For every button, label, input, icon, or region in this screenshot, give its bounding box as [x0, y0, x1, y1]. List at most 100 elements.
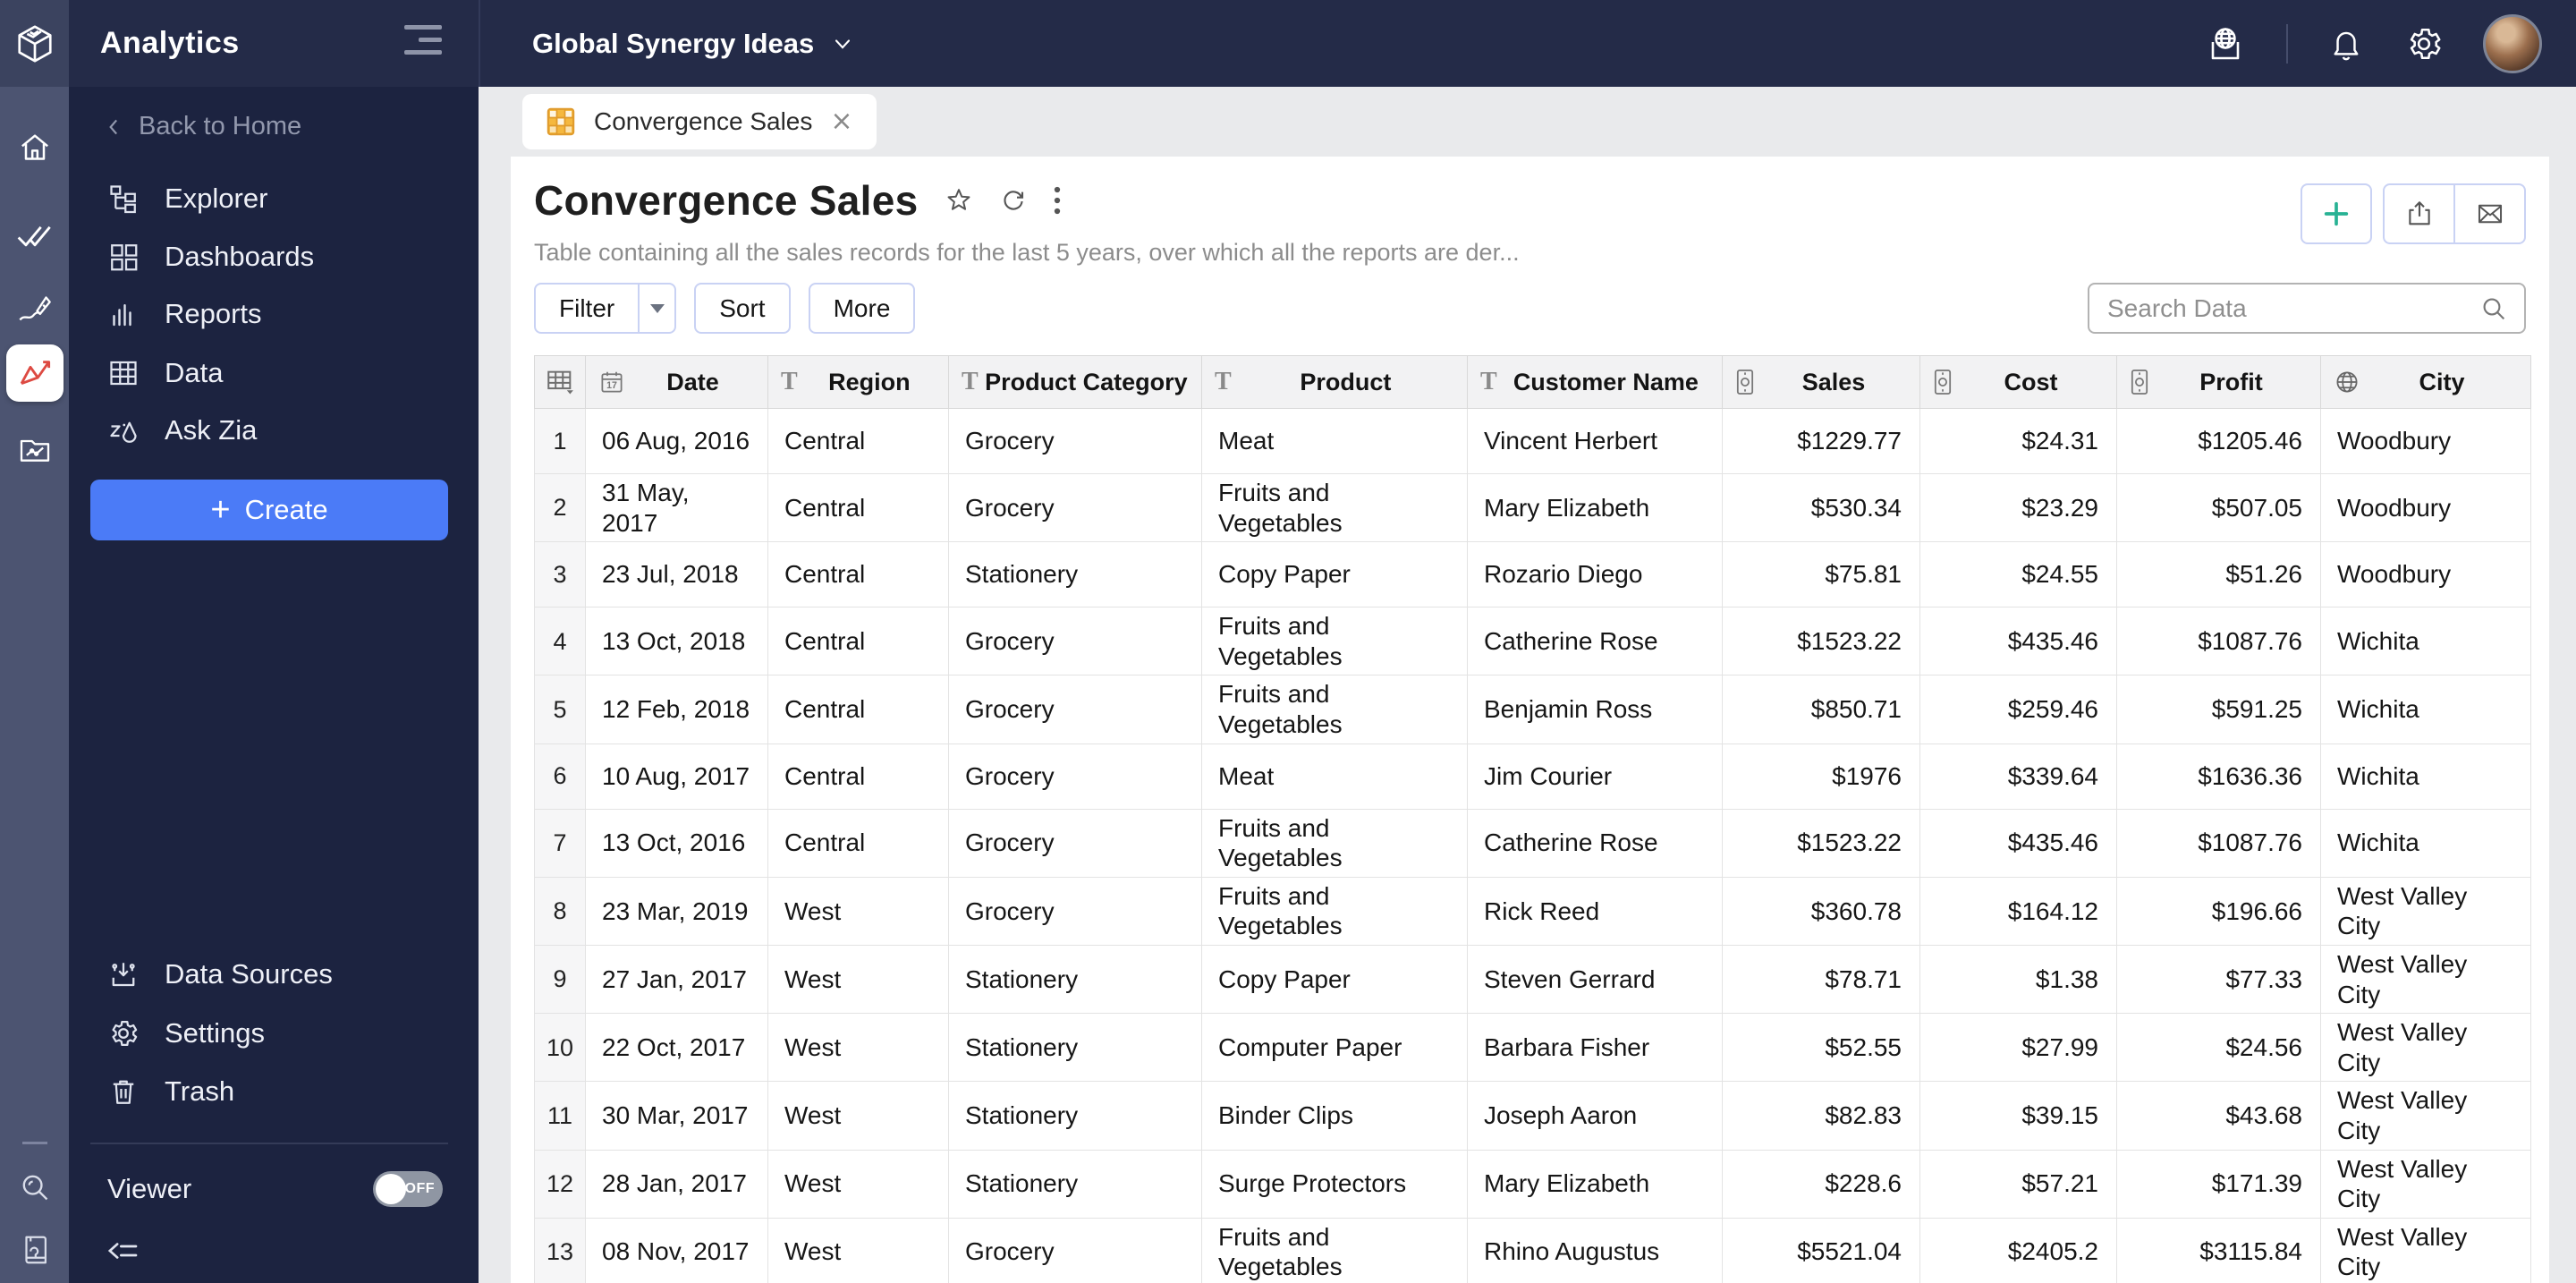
- cell-cost[interactable]: $27.99: [1919, 1013, 2117, 1083]
- cell-profit[interactable]: $1087.76: [2116, 808, 2321, 878]
- cell-sales[interactable]: $360.78: [1722, 876, 1920, 946]
- column-header-region[interactable]: T Region: [767, 355, 949, 409]
- cell-region[interactable]: West: [767, 1149, 949, 1219]
- cell-customer-name[interactable]: Barbara Fisher: [1467, 1013, 1723, 1083]
- cell-region[interactable]: West: [767, 1081, 949, 1151]
- gear-icon[interactable]: [2404, 24, 2444, 64]
- sidebar-item-data[interactable]: Data: [107, 353, 223, 393]
- cell-region[interactable]: West: [767, 876, 949, 946]
- more-button[interactable]: More: [808, 283, 916, 334]
- cell-sales[interactable]: $75.81: [1722, 541, 1920, 608]
- cell-product[interactable]: Meat: [1201, 408, 1468, 474]
- cell-product-category[interactable]: Stationery: [948, 1149, 1202, 1219]
- search-icon[interactable]: [2479, 294, 2508, 323]
- cell-date[interactable]: 27 Jan, 2017: [585, 944, 768, 1015]
- cell-product[interactable]: Fruits and Vegetables: [1201, 675, 1468, 744]
- cell-region[interactable]: Central: [767, 675, 949, 744]
- cell-sales[interactable]: $82.83: [1722, 1081, 1920, 1151]
- cell-cost[interactable]: $164.12: [1919, 876, 2117, 946]
- sidebar-item-ask-zia[interactable]: Ask Zia: [107, 411, 257, 450]
- cell-region[interactable]: Central: [767, 743, 949, 810]
- cell-city[interactable]: Wichita: [2320, 675, 2531, 744]
- cell-customer-name[interactable]: Steven Gerrard: [1467, 944, 1723, 1015]
- cell-product-category[interactable]: Grocery: [948, 1217, 1202, 1283]
- double-check-icon[interactable]: [15, 217, 55, 253]
- cell-city[interactable]: Woodbury: [2320, 541, 2531, 608]
- cell-profit[interactable]: $51.26: [2116, 541, 2321, 608]
- viewer-toggle[interactable]: OFF: [373, 1171, 443, 1207]
- cell-customer-name[interactable]: Catherine Rose: [1467, 808, 1723, 878]
- cell-product-category[interactable]: Grocery: [948, 675, 1202, 744]
- cell-cost[interactable]: $23.29: [1919, 472, 2117, 543]
- cell-date[interactable]: 23 Jul, 2018: [585, 541, 768, 608]
- sidebar-item-data-sources[interactable]: Data Sources: [107, 955, 333, 994]
- cell-date[interactable]: 06 Aug, 2016: [585, 408, 768, 474]
- table-row[interactable]: 11 30 Mar, 2017 West Stationery Binder C…: [534, 1081, 2531, 1151]
- cell-product-category[interactable]: Stationery: [948, 1013, 1202, 1083]
- cell-customer-name[interactable]: Benjamin Ross: [1467, 675, 1723, 744]
- cell-product[interactable]: Meat: [1201, 743, 1468, 810]
- table-row[interactable]: 13 08 Nov, 2017 West Grocery Fruits and …: [534, 1217, 2531, 1283]
- cell-profit[interactable]: $196.66: [2116, 876, 2321, 946]
- cell-cost[interactable]: $24.55: [1919, 541, 2117, 608]
- notebook-icon[interactable]: [18, 1233, 52, 1267]
- cell-product[interactable]: Fruits and Vegetables: [1201, 607, 1468, 676]
- cell-profit[interactable]: $24.56: [2116, 1013, 2321, 1083]
- sidebar-item-explorer[interactable]: Explorer: [107, 179, 267, 218]
- cell-cost[interactable]: $57.21: [1919, 1149, 2117, 1219]
- collapse-sidebar-icon[interactable]: [105, 1233, 140, 1269]
- cell-product[interactable]: Computer Paper: [1201, 1013, 1468, 1083]
- table-row[interactable]: 10 22 Oct, 2017 West Stationery Computer…: [534, 1013, 2531, 1083]
- cell-city[interactable]: West Valley City: [2320, 1217, 2531, 1283]
- table-row[interactable]: 5 12 Feb, 2018 Central Grocery Fruits an…: [534, 675, 2531, 744]
- cell-product[interactable]: Binder Clips: [1201, 1081, 1468, 1151]
- cell-city[interactable]: Wichita: [2320, 808, 2531, 878]
- kebab-menu-icon[interactable]: [1053, 184, 1062, 217]
- cell-city[interactable]: Woodbury: [2320, 472, 2531, 543]
- cell-city[interactable]: West Valley City: [2320, 876, 2531, 946]
- cell-customer-name[interactable]: Catherine Rose: [1467, 607, 1723, 676]
- create-button[interactable]: + Create: [90, 480, 448, 540]
- table-row[interactable]: 2 31 May, 2017 Central Grocery Fruits an…: [534, 472, 2531, 543]
- bell-icon[interactable]: [2327, 25, 2365, 63]
- refresh-icon[interactable]: [999, 186, 1028, 215]
- table-row[interactable]: 3 23 Jul, 2018 Central Stationery Copy P…: [534, 541, 2531, 608]
- cell-profit[interactable]: $77.33: [2116, 944, 2321, 1015]
- table-row[interactable]: 9 27 Jan, 2017 West Stationery Copy Pape…: [534, 944, 2531, 1015]
- column-header-cost[interactable]: Cost: [1919, 355, 2117, 409]
- sort-button[interactable]: Sort: [694, 283, 791, 334]
- cell-customer-name[interactable]: Jim Courier: [1467, 743, 1723, 810]
- cell-product-category[interactable]: Grocery: [948, 408, 1202, 474]
- sidebar-item-dashboards[interactable]: Dashboards: [107, 237, 314, 276]
- back-to-home[interactable]: Back to Home: [103, 112, 301, 141]
- cell-customer-name[interactable]: Mary Elizabeth: [1467, 472, 1723, 543]
- cell-sales[interactable]: $530.34: [1722, 472, 1920, 543]
- cell-sales[interactable]: $228.6: [1722, 1149, 1920, 1219]
- cell-region[interactable]: Central: [767, 408, 949, 474]
- table-row[interactable]: 6 10 Aug, 2017 Central Grocery Meat Jim …: [534, 743, 2531, 810]
- column-header-customer-name[interactable]: T Customer Name: [1467, 355, 1723, 409]
- cell-product[interactable]: Copy Paper: [1201, 944, 1468, 1015]
- cell-product[interactable]: Fruits and Vegetables: [1201, 1217, 1468, 1283]
- sidebar-item-reports[interactable]: Reports: [107, 294, 262, 334]
- column-header-product[interactable]: T Product: [1201, 355, 1468, 409]
- cell-region[interactable]: Central: [767, 607, 949, 676]
- cell-date[interactable]: 30 Mar, 2017: [585, 1081, 768, 1151]
- cell-date[interactable]: 31 May, 2017: [585, 472, 768, 543]
- cell-profit[interactable]: $591.25: [2116, 675, 2321, 744]
- column-header-product-category[interactable]: T Product Category: [948, 355, 1202, 409]
- filter-dropdown-button[interactable]: [639, 283, 677, 334]
- cell-sales[interactable]: $1976: [1722, 743, 1920, 810]
- cell-product-category[interactable]: Grocery: [948, 808, 1202, 878]
- cell-product[interactable]: Surge Protectors: [1201, 1149, 1468, 1219]
- cell-profit[interactable]: $3115.84: [2116, 1217, 2321, 1283]
- cell-cost[interactable]: $1.38: [1919, 944, 2117, 1015]
- cell-product-category[interactable]: Grocery: [948, 607, 1202, 676]
- cell-product-category[interactable]: Stationery: [948, 944, 1202, 1015]
- cell-date[interactable]: 28 Jan, 2017: [585, 1149, 768, 1219]
- cell-product[interactable]: Copy Paper: [1201, 541, 1468, 608]
- cell-product-category[interactable]: Grocery: [948, 743, 1202, 810]
- cell-sales[interactable]: $1229.77: [1722, 408, 1920, 474]
- table-row[interactable]: 7 13 Oct, 2016 Central Grocery Fruits an…: [534, 808, 2531, 878]
- cell-product-category[interactable]: Grocery: [948, 876, 1202, 946]
